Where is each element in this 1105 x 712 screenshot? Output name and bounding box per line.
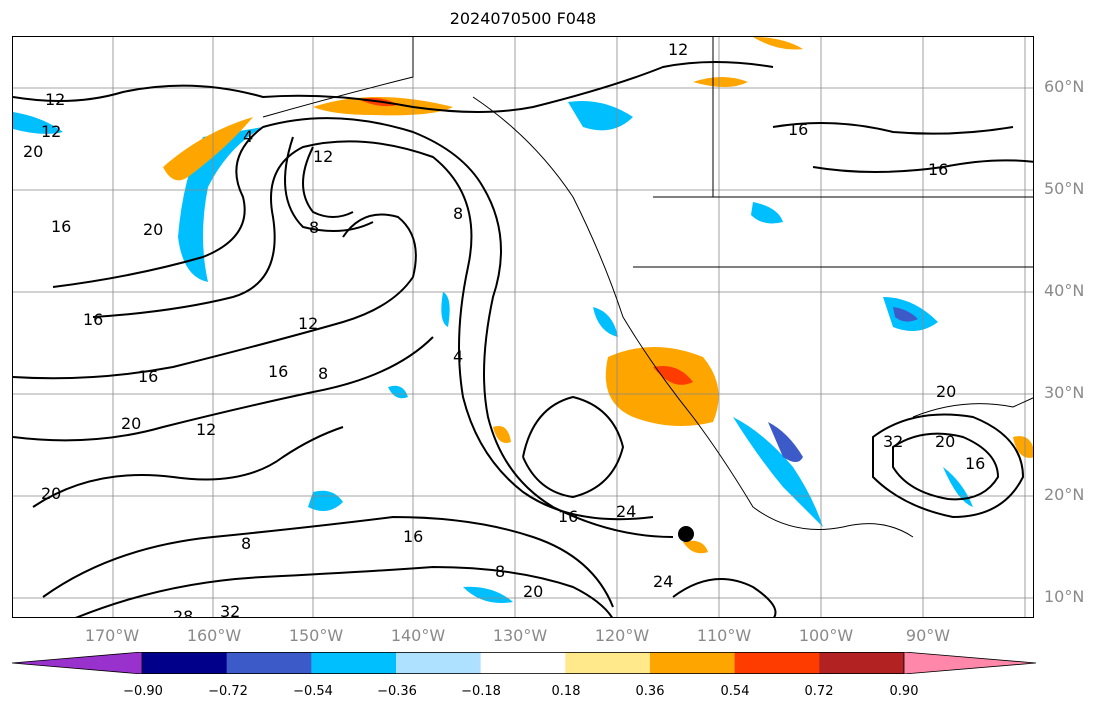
lon-label: 110°W	[696, 626, 752, 645]
colorbar-tick: 0.90	[889, 684, 919, 699]
colorbar-extend-min	[12, 652, 143, 674]
map-title: 2024070500 F048	[449, 9, 597, 28]
storm-marker	[678, 526, 694, 542]
colorbar-tick: 0.36	[635, 684, 665, 699]
colorbar-tick: 0.18	[551, 684, 581, 699]
colorbar-segment	[565, 652, 651, 674]
colorbar-segment	[480, 652, 566, 674]
contour-label: 16	[928, 160, 948, 179]
contour-label: 12	[668, 40, 688, 59]
contour-label: 32	[220, 602, 240, 618]
contour-label: 12	[41, 122, 61, 141]
map-panel: 12 12 12 12 12 12 4 8 8 8 8 8 16 16 16 1…	[12, 36, 1034, 618]
lat-label: 50°N	[1044, 179, 1085, 198]
colorbar-segment	[142, 652, 228, 674]
contour-label: 32	[883, 432, 903, 451]
lon-label: 100°W	[798, 626, 854, 645]
contour-label: 24	[616, 502, 636, 521]
lat-label: 60°N	[1044, 77, 1085, 96]
colorbar-tick: −0.36	[377, 684, 417, 699]
colorbar-segment	[396, 652, 482, 674]
colorbar-segment	[819, 652, 905, 674]
contour-label: 12	[313, 147, 333, 166]
contour-lines	[13, 61, 1033, 617]
gridlines	[13, 37, 1033, 617]
colorbar-tick: 0.72	[804, 684, 834, 699]
contour-label-group: 12 12 12 12 12 12 4 8 8 8 8 8 16 16 16 1…	[23, 40, 985, 618]
colorbar-segment	[226, 652, 312, 674]
colorbar	[12, 652, 1036, 674]
coastlines	[262, 37, 1033, 538]
contour-label: 16	[788, 120, 808, 139]
lat-label: 30°N	[1044, 383, 1085, 402]
lat-label: 40°N	[1044, 281, 1085, 300]
contour-label: 20	[523, 582, 543, 601]
contour-label: 8	[495, 562, 505, 581]
lon-label: 90°W	[905, 626, 951, 645]
contour-label: 20	[23, 142, 43, 161]
lon-label: 170°W	[84, 626, 140, 645]
contour-label: 16	[51, 217, 71, 236]
colorbar-tick: 0.54	[720, 684, 750, 699]
contour-label: 20	[936, 382, 956, 401]
colorbar-tick: −0.90	[123, 684, 163, 699]
colorbar-tick: −0.72	[208, 684, 248, 699]
contour-label: 20	[41, 484, 61, 503]
contour-label: 24	[653, 572, 673, 591]
contour-label: 16	[965, 454, 985, 473]
contour-label: 4	[243, 127, 253, 146]
colorbar-segment	[650, 652, 736, 674]
contour-label: 8	[309, 218, 319, 237]
contour-label: 28	[173, 607, 193, 618]
contour-label: 20	[121, 414, 141, 433]
contour-label: 12	[45, 90, 65, 109]
contour-label: 12	[196, 420, 216, 439]
lon-label: 160°W	[186, 626, 242, 645]
contour-label: 12	[298, 314, 318, 333]
contour-label: 16	[268, 362, 288, 381]
contour-label: 16	[138, 367, 158, 386]
lon-label: 140°W	[390, 626, 446, 645]
colorbar-tick: −0.18	[461, 684, 501, 699]
contour-label: 20	[935, 432, 955, 451]
contour-label: 16	[403, 527, 423, 546]
map-canvas: 12 12 12 12 12 12 4 8 8 8 8 8 16 16 16 1…	[13, 37, 1033, 618]
contour-label: 8	[241, 534, 251, 553]
colorbar-segment	[311, 652, 397, 674]
lon-label: 130°W	[492, 626, 548, 645]
lon-label: 120°W	[594, 626, 650, 645]
colorbar-extend-max	[903, 652, 1036, 674]
contour-label: 8	[453, 204, 463, 223]
positive-shading	[163, 37, 1033, 554]
lon-label: 150°W	[288, 626, 344, 645]
lat-label: 20°N	[1044, 485, 1085, 504]
colorbar-tick: −0.54	[293, 684, 333, 699]
contour-label: 20	[143, 220, 163, 239]
contour-label: 8	[318, 364, 328, 383]
lat-label: 10°N	[1044, 587, 1085, 606]
contour-label: 16	[558, 507, 578, 526]
negative-shading	[13, 101, 973, 603]
contour-label: 16	[83, 310, 103, 329]
colorbar-segment	[734, 652, 820, 674]
contour-label: 4	[453, 347, 463, 366]
